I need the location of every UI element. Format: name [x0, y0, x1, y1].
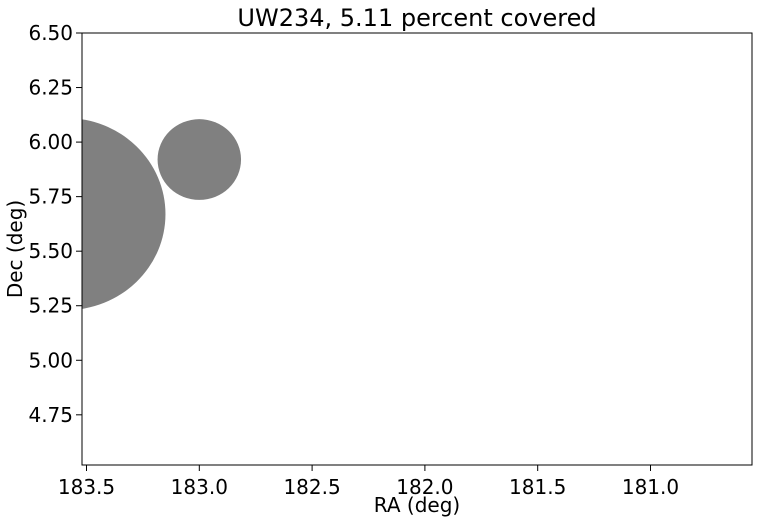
- x-axis-label: RA (deg): [374, 493, 460, 517]
- coverage-circle-2: [157, 119, 242, 200]
- x-tick-label: 181.5: [509, 475, 566, 499]
- y-tick-label: 6.00: [28, 130, 73, 154]
- x-tick-label: 183.0: [171, 475, 228, 499]
- chart-title: UW234, 5.11 percent covered: [237, 4, 596, 32]
- y-axis: 4.75 5.00 5.25 5.50 5.75 6.00 6.25 6.50: [28, 21, 82, 427]
- x-tick-label: 181.0: [622, 475, 679, 499]
- x-tick-label: 183.5: [58, 475, 115, 499]
- plot-frame: [81, 32, 753, 466]
- x-tick-label: 182.0: [396, 475, 453, 499]
- y-tick-label: 4.75: [28, 403, 73, 427]
- y-tick-label: 5.25: [28, 294, 73, 318]
- coverage-circle-1: [82, 119, 166, 309]
- y-tick-label: 6.25: [28, 76, 73, 100]
- y-tick-label: 5.00: [28, 348, 73, 372]
- x-axis: 183.5 183.0 182.5 182.0 181.5 181.0: [58, 465, 679, 499]
- y-axis-label: Dec (deg): [3, 200, 27, 298]
- y-tick-label: 5.50: [28, 239, 73, 263]
- y-tick-label: 5.75: [28, 185, 73, 209]
- coverage-circles: [82, 119, 242, 309]
- x-tick-label: 182.5: [283, 475, 340, 499]
- y-tick-label: 6.50: [28, 21, 73, 45]
